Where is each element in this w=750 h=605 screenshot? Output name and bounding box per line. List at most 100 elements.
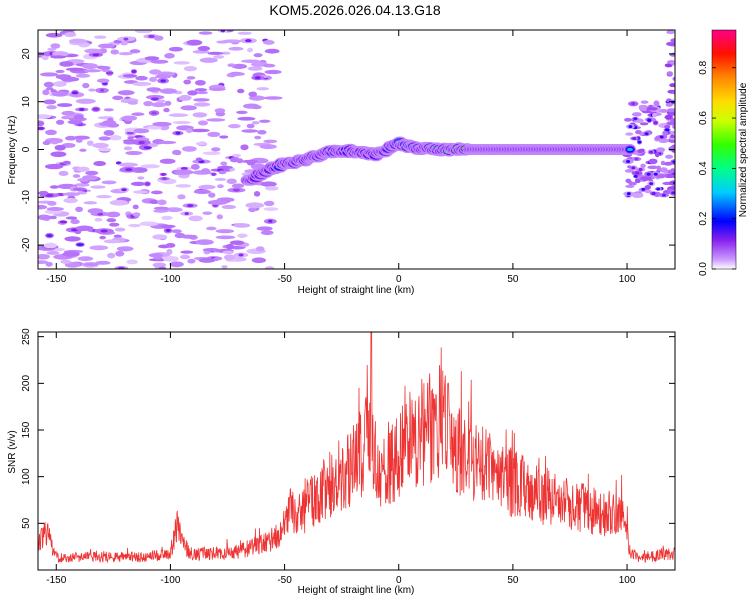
spectrogram-cell <box>198 31 213 35</box>
spectrogram-cell <box>666 121 675 126</box>
spectrogram-cell <box>263 207 279 211</box>
spectrogram-cell <box>231 183 245 189</box>
spectrogram-cell <box>251 257 266 264</box>
spectrogram-cell <box>625 184 635 188</box>
spectrogram-cell <box>670 61 675 66</box>
spectrogram-cell <box>171 149 182 156</box>
spectrogram-cell <box>73 114 84 120</box>
x-tick-label: 100 <box>619 575 636 586</box>
spectrogram-cell <box>46 234 53 238</box>
spectrogram-cell <box>672 181 675 185</box>
spectrogram-cell <box>102 120 117 125</box>
colorbar-tick-label: 0.2 <box>698 211 709 225</box>
spectrogram-cell <box>205 226 217 231</box>
spectrogram-cell <box>655 136 660 140</box>
spectrogram-cell <box>55 69 65 74</box>
spectrogram-cell <box>117 266 125 269</box>
spectrogram-cell <box>192 112 208 118</box>
spectrogram-cell <box>165 207 183 213</box>
x-tick-label: 100 <box>619 274 636 285</box>
spectrogram-cell <box>188 215 203 222</box>
spectrogram-cell <box>207 131 221 137</box>
spectrogram-cell <box>241 159 259 163</box>
spectrogram-cell <box>658 109 669 113</box>
spectrogram-cell <box>256 87 270 91</box>
spectrogram-cell <box>625 178 632 184</box>
y-tick-label: 100 <box>21 468 32 485</box>
spectrogram-cell <box>137 176 145 180</box>
spectrogram-cell <box>106 211 121 218</box>
spectrogram-cell <box>43 81 54 88</box>
spectrogram-cell <box>175 131 181 135</box>
spectrogram-cell <box>193 189 211 195</box>
spectrogram-cell <box>181 146 197 152</box>
spectrogram-cell <box>101 180 117 185</box>
spectrogram-cell <box>158 266 167 269</box>
spectrogram-cell <box>41 54 49 61</box>
spectrogram-cell <box>100 229 108 233</box>
snr-y-axis: 50 100 150 200 250 <box>21 328 675 529</box>
spectrogram-cell <box>248 91 258 97</box>
spectrogram-cell <box>38 214 51 221</box>
spectrogram-cell <box>237 31 252 35</box>
colorbar-tick-label: 0.6 <box>698 111 709 125</box>
spectrogram-cell <box>202 247 220 252</box>
spectrogram-cell <box>45 193 54 197</box>
x-tick-label: -100 <box>160 575 180 586</box>
spectrogram-cell <box>38 120 45 127</box>
spectrogram-cell <box>59 220 68 224</box>
x-tick-label: -50 <box>277 274 292 285</box>
spectrogram-cell <box>97 147 112 152</box>
spectrogram-cell <box>184 212 189 216</box>
spectrogram-cell <box>666 30 675 35</box>
spectrogram-cell <box>109 199 129 206</box>
spectrogram-cell <box>72 187 87 192</box>
spectrogram-cell <box>106 218 117 223</box>
spectrogram-cell <box>259 144 277 150</box>
spectrogram-cell <box>82 175 98 181</box>
spectrogram-cell <box>61 110 75 116</box>
spectrogram-y-axis: -20 -10 0 10 20 <box>21 48 675 252</box>
spectrogram-x-axis: -150 -100 -50 0 50 100 <box>46 30 636 285</box>
spectrogram-cell <box>151 111 157 115</box>
spectrogram-cell <box>644 132 649 136</box>
spectrogram-cell <box>164 100 172 106</box>
spectrogram-cell <box>662 130 669 137</box>
spectrogram-cell <box>68 38 88 44</box>
spectrogram-cell <box>646 172 651 176</box>
spectrogram-cell <box>647 118 652 122</box>
spectrogram-cell <box>132 204 139 210</box>
spectrogram-cell <box>246 47 254 53</box>
spectrogram-cell <box>653 121 658 125</box>
spectrogram-cell <box>228 72 245 76</box>
spectrogram-cell <box>47 200 57 206</box>
spectrogram-cell <box>89 245 109 251</box>
x-tick-label: 0 <box>396 575 402 586</box>
spectrogram-cell <box>45 87 54 91</box>
spectrogram-cell <box>120 41 128 46</box>
spectrogram-cell <box>75 138 83 143</box>
x-tick-label: 50 <box>507 575 519 586</box>
spectrogram-ylabel: Frequency (Hz) <box>7 116 18 185</box>
spectrogram-cell <box>117 90 135 96</box>
spectrogram-cell <box>127 136 134 140</box>
spectrogram-cell <box>148 253 163 258</box>
spectrogram-cell <box>202 211 213 215</box>
spectrogram-cell <box>644 185 652 190</box>
spectrogram-cell <box>163 107 170 113</box>
spectrogram-cell <box>211 172 216 176</box>
snr-panel: -150 -100 -50 0 50 100 50 100 150 200 250 Height … <box>7 328 676 596</box>
spectrogram-cell <box>669 130 675 135</box>
spectrogram-cell <box>637 149 644 154</box>
spectrogram-cell <box>195 239 214 245</box>
spectrogram-cell <box>88 88 96 92</box>
spectrogram-cell <box>109 222 120 227</box>
spectrogram-cell <box>672 90 675 95</box>
spectrogram-cell <box>664 124 671 129</box>
spectrogram-cell <box>179 254 191 260</box>
spectrogram-cell <box>649 182 654 186</box>
spectrogram-cell <box>227 63 236 67</box>
spectrogram-cell <box>40 72 59 77</box>
spectrogram-cell <box>46 206 64 211</box>
spectrogram-cell <box>217 165 233 170</box>
